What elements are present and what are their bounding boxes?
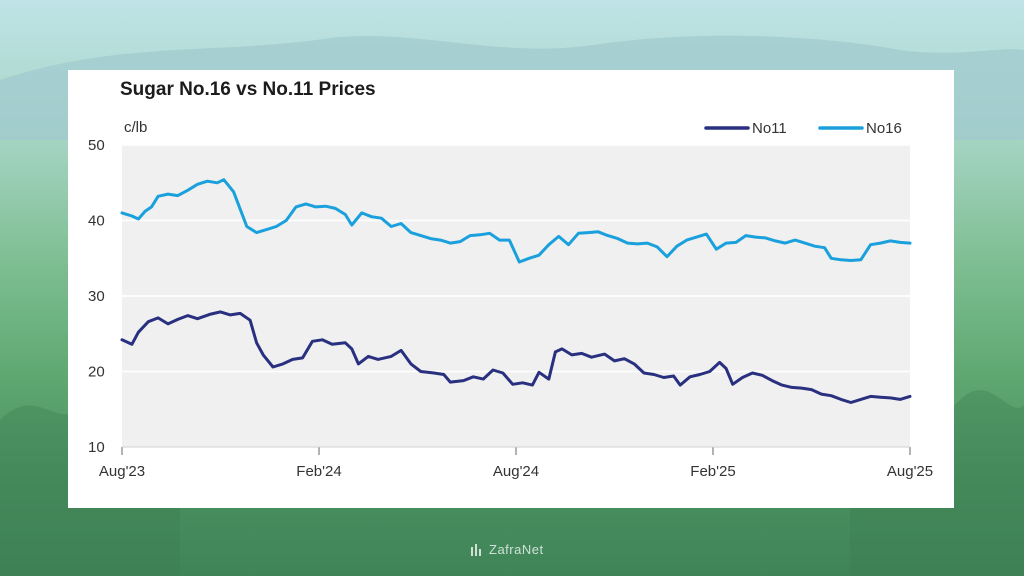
y-tick-label: 50 [88,137,105,154]
x-tick-label: Aug'23 [99,463,145,480]
legend-label-no16[interactable]: No16 [866,120,902,137]
watermark: ZafraNet [470,542,544,557]
x-tick-label: Aug'24 [493,463,539,480]
x-tick-label: Aug'25 [887,463,933,480]
y-tick-label: 40 [88,213,105,230]
y-tick-label: 30 [88,288,105,305]
y-axis-ticks: 10 20 30 40 50 [88,137,105,456]
x-axis-ticks: Aug'23 Feb'24 Aug'24 Feb'25 Aug'25 [99,446,933,480]
y-tick-label: 20 [88,364,105,381]
x-tick-label: Feb'24 [296,463,341,480]
x-tick-label: Feb'25 [690,463,735,480]
chart-card: Sugar No.16 vs No.11 Prices 10 20 30 40 50 A… [68,70,954,508]
watermark-text: ZafraNet [489,542,544,557]
y-tick-label: 10 [88,439,105,456]
legend-label-no11[interactable]: No11 [752,120,787,137]
series-lines [120,178,912,404]
series-line-no11 [120,310,912,404]
y-axis-label: c/lb [124,119,147,136]
chart-title: Sugar No.16 vs No.11 Prices [120,79,376,100]
legend[interactable]: No11 No16 [704,120,902,137]
zafranet-logo-icon [471,543,481,556]
series-line-no16 [120,178,912,264]
